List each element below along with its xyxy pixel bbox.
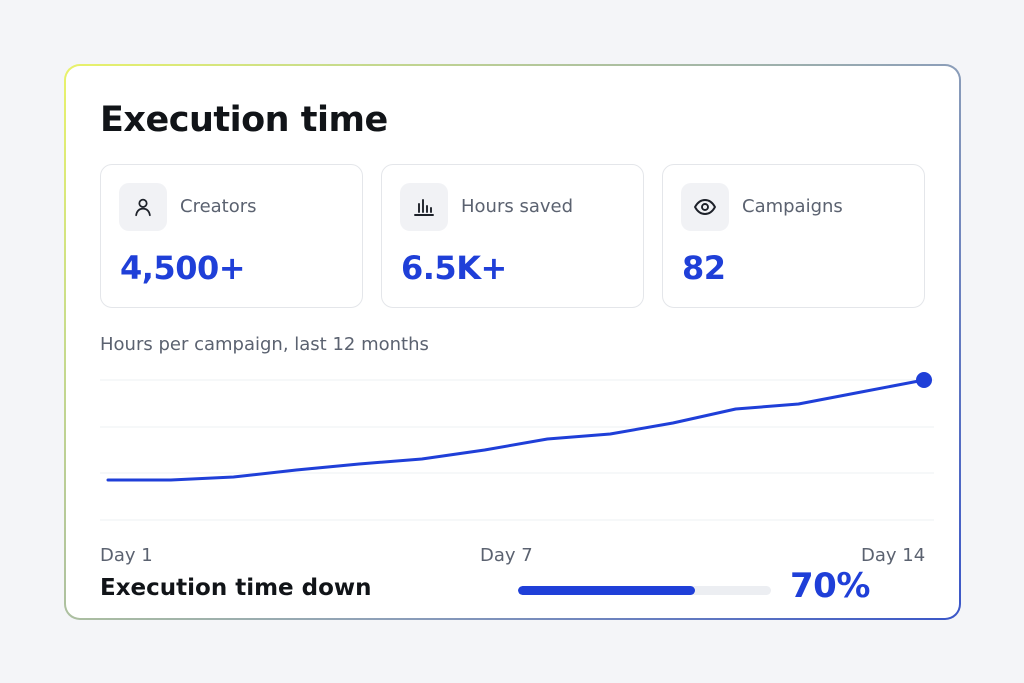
progress-bar xyxy=(518,586,771,595)
series-line xyxy=(106,378,926,482)
end-point-marker xyxy=(916,372,932,388)
stat-card-creators: Creators 4,500+ xyxy=(100,164,363,308)
card-title: Execution time xyxy=(100,100,388,140)
x-tick-label: Day 1 xyxy=(100,545,153,566)
line-chart xyxy=(100,372,934,521)
percent-value: 70% xyxy=(790,566,870,606)
progress-fill xyxy=(518,586,696,595)
card-border: Execution time Creators 4,500+ xyxy=(64,64,961,620)
stat-label: Hours saved xyxy=(461,196,574,217)
execution-time-card: Execution time Creators 4,500+ xyxy=(66,66,959,618)
footer-label: Execution time down xyxy=(100,575,372,601)
stat-card-campaigns: Campaigns 82 xyxy=(662,164,925,308)
user-icon xyxy=(119,183,167,231)
stat-label: Creators xyxy=(180,196,257,217)
bar-chart-icon xyxy=(400,183,448,231)
stat-label: Campaigns xyxy=(742,196,843,217)
stat-value: 6.5K+ xyxy=(401,249,507,287)
x-tick-label: Day 14 xyxy=(861,545,926,566)
x-tick-label: Day 7 xyxy=(480,545,533,566)
stat-value: 82 xyxy=(682,249,726,287)
chart-subtitle: Hours per campaign, last 12 months xyxy=(100,334,429,355)
stat-value: 4,500+ xyxy=(120,249,246,287)
stat-card-hours-saved: Hours saved 6.5K+ xyxy=(381,164,644,308)
eye-icon xyxy=(681,183,729,231)
